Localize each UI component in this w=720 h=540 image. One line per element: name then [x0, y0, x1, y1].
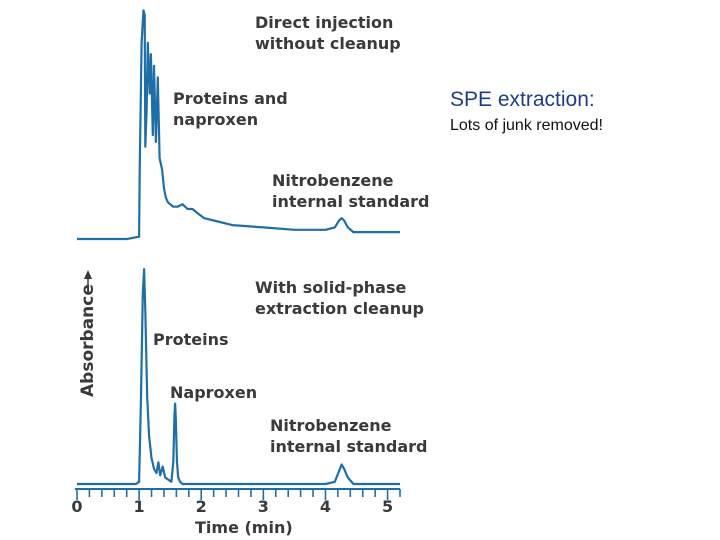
x-tick-label: 2 [196, 497, 207, 516]
x-tick-label: 1 [134, 497, 145, 516]
panel-spe-cleanup: With solid-phase extraction cleanup Prot… [77, 268, 427, 486]
trace-direct-injection [77, 9, 400, 241]
x-tick-label: 4 [320, 497, 331, 516]
annotation-nitrobenzene-bottom: Nitrobenzene internal standard [270, 416, 427, 456]
x-tick-label: 3 [258, 497, 269, 516]
note-title: SPE extraction: [450, 88, 595, 111]
x-tick-labels: 0 1 2 3 4 5 [71, 497, 393, 516]
panel-title-spe-cleanup: With solid-phase extraction cleanup [255, 278, 424, 318]
x-ticks [76, 489, 401, 500]
y-axis-arrow-head [84, 270, 92, 279]
annotation-proteins: Proteins [153, 330, 229, 349]
y-axis: Absorbance [78, 270, 98, 397]
x-axis-label: Time (min) [195, 518, 293, 537]
x-axis: 0 1 2 3 4 5 Time (min) [71, 488, 401, 537]
annotation-naproxen: Naproxen [170, 383, 257, 402]
trace-spe-cleanup [77, 268, 400, 486]
note-subtitle: Lots of junk removed! [450, 117, 603, 134]
y-axis-label: Absorbance [78, 284, 98, 397]
x-tick-label: 5 [382, 497, 393, 516]
annotation-nitrobenzene-top: Nitrobenzene internal standard [272, 171, 429, 211]
panel-title-direct-injection: Direct injection without cleanup [255, 13, 401, 53]
annotation-proteins-and-naproxen: Proteins and naproxen [173, 89, 293, 129]
panel-direct-injection: Direct injection without cleanup Protein… [77, 9, 429, 241]
x-tick-label: 0 [71, 497, 82, 516]
